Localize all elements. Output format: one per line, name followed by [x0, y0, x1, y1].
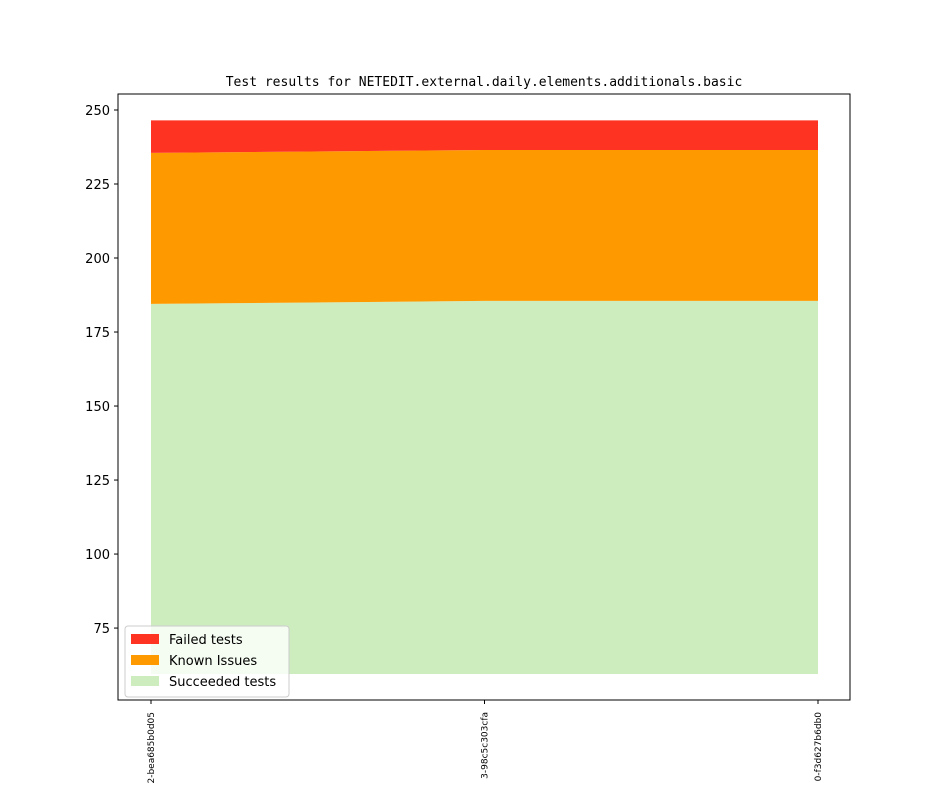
y-tick-label: 200 [85, 252, 110, 267]
legend-swatch [131, 655, 159, 665]
y-tick-label: 225 [85, 178, 110, 193]
y-tick-label: 75 [93, 622, 110, 637]
x-tick-label: 3-98c5c303cfa [481, 712, 491, 779]
area [151, 673, 818, 700]
chart-title: Test results for NETEDIT.external.daily.… [226, 75, 743, 90]
x-tick-label: 2-bea685b0d05 [147, 712, 157, 784]
y-tick-label: 100 [85, 548, 110, 563]
legend-swatch [131, 676, 159, 686]
x-tick-label: 0-f3d627b6db0 [814, 712, 824, 782]
y-tick-label: 150 [85, 400, 110, 415]
legend-label: Known Issues [169, 654, 257, 669]
legend-box [124, 625, 290, 698]
area [151, 120, 818, 153]
legend-label: Succeeded tests [169, 675, 276, 690]
area [151, 149, 818, 304]
legend-label: Failed tests [169, 633, 243, 648]
y-tick-label: 250 [85, 104, 110, 119]
legend-swatch [131, 634, 159, 644]
y-tick-label: 125 [85, 474, 110, 489]
area [151, 300, 818, 674]
y-tick-label: 175 [85, 326, 110, 341]
